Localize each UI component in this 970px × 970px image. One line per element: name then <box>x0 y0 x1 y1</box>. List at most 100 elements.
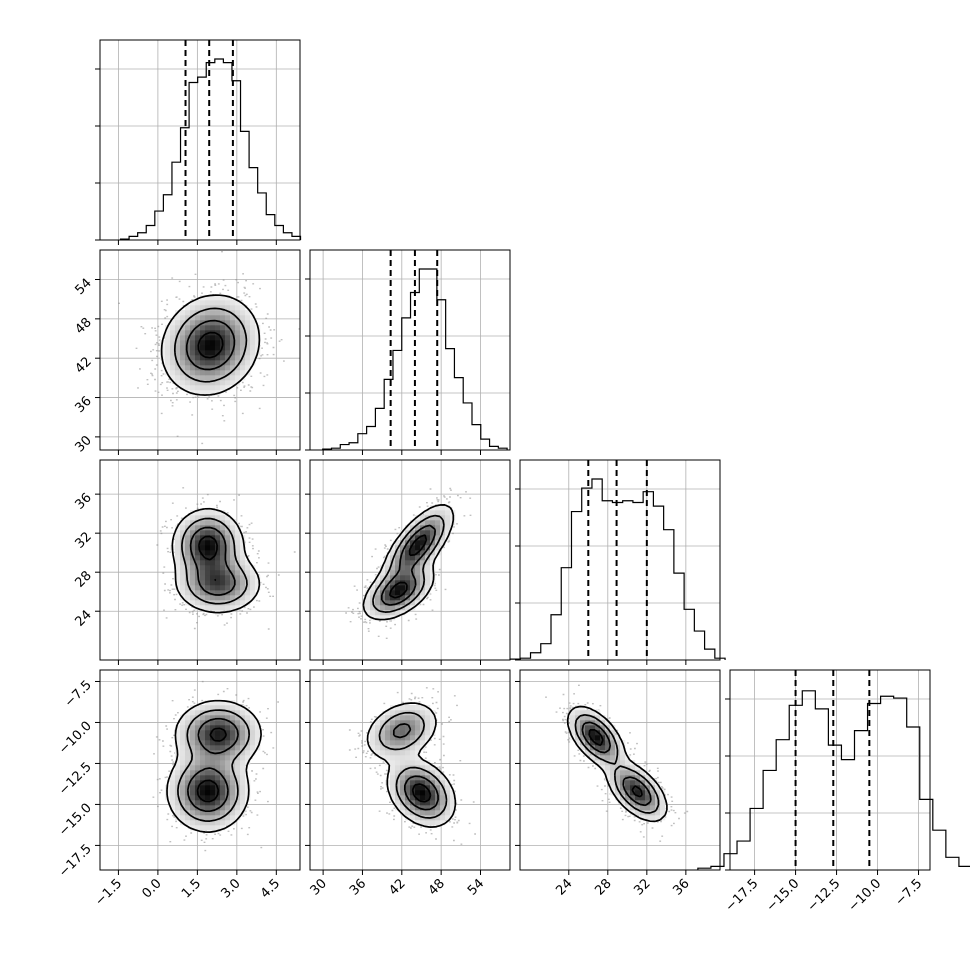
density-cell <box>430 515 436 521</box>
density-cell <box>215 590 221 596</box>
density-cell <box>230 800 236 806</box>
density-cell <box>200 790 206 796</box>
density-cell <box>395 590 401 596</box>
density-cell <box>435 780 441 786</box>
density-cell <box>430 810 436 816</box>
density-cell <box>400 545 406 551</box>
density-cell <box>200 315 206 321</box>
density-cell <box>605 730 611 736</box>
density-cell <box>225 325 231 331</box>
density-cell <box>205 335 211 341</box>
density-cell <box>170 795 176 801</box>
density-cell <box>190 570 196 576</box>
density-cell <box>395 585 401 591</box>
density-cell <box>220 585 226 591</box>
density-cell <box>420 725 426 731</box>
density-cell <box>200 740 206 746</box>
density-cell <box>165 360 171 366</box>
density-cell <box>180 310 186 316</box>
density-cell <box>430 520 436 526</box>
density-cell <box>180 715 186 721</box>
density-cell <box>425 535 431 541</box>
density-cell <box>200 810 206 816</box>
density-cell <box>195 730 201 736</box>
density-cell <box>205 760 211 766</box>
density-cell <box>430 575 436 581</box>
density-cell <box>385 585 391 591</box>
density-cell <box>250 345 256 351</box>
density-cell <box>200 600 206 606</box>
density-cell <box>440 805 446 811</box>
density-cell <box>640 785 646 791</box>
density-cell <box>235 805 241 811</box>
density-cell <box>190 560 196 566</box>
x-tick-label: 48 <box>426 876 448 898</box>
density-cell <box>395 785 401 791</box>
density-cell <box>180 795 186 801</box>
density-cell <box>420 705 426 711</box>
density-cell <box>175 550 181 556</box>
density-cell <box>215 720 221 726</box>
density-cell <box>390 570 396 576</box>
contour-line <box>566 705 668 823</box>
density-cell <box>380 605 386 611</box>
density-cell <box>240 600 246 606</box>
density-cell <box>240 310 246 316</box>
density-cell <box>250 585 256 591</box>
density-cell <box>235 550 241 556</box>
density-cell <box>410 755 416 761</box>
density-cell <box>405 720 411 726</box>
density-cell <box>220 570 226 576</box>
density-cell <box>185 545 191 551</box>
panel-3-3: −17.5 −15.0 −12.5 −10.0 −7.5 <box>697 669 970 915</box>
density-cell <box>210 705 216 711</box>
density-cell <box>205 705 211 711</box>
density-cell <box>385 555 391 561</box>
density-cell <box>395 770 401 776</box>
density-cell <box>420 520 426 526</box>
density-cell <box>175 530 181 536</box>
density-cell <box>630 790 636 796</box>
density-cell <box>425 715 431 721</box>
density-cell <box>405 535 411 541</box>
density-cell <box>240 775 246 781</box>
density-cell <box>190 825 196 831</box>
density-cell <box>170 775 176 781</box>
density-cell <box>180 520 186 526</box>
density-cell <box>395 550 401 556</box>
density-cell <box>190 730 196 736</box>
density-cell <box>230 570 236 576</box>
density-cell <box>580 735 586 741</box>
density-cell <box>205 800 211 806</box>
density-cell <box>385 740 391 746</box>
density-cell <box>230 380 236 386</box>
density-cell <box>220 385 226 391</box>
density-cell <box>205 560 211 566</box>
density-cell <box>635 780 641 786</box>
density-cell <box>220 745 226 751</box>
density-cell <box>390 745 396 751</box>
density-cell <box>235 300 241 306</box>
density-cell <box>215 355 221 361</box>
density-cell <box>240 580 246 586</box>
density-cell <box>615 790 621 796</box>
density-cell <box>195 550 201 556</box>
density-cell <box>200 800 206 806</box>
density-cell <box>180 340 186 346</box>
density-cell <box>220 580 226 586</box>
density-cell <box>230 560 236 566</box>
density-cell <box>190 325 196 331</box>
density-cell <box>185 780 191 786</box>
density-cell <box>610 755 616 761</box>
density-cell <box>245 575 251 581</box>
density-cell <box>410 735 416 741</box>
density-cell <box>200 310 206 316</box>
density-cell <box>410 550 416 556</box>
density-cell <box>620 755 626 761</box>
contour-line <box>588 728 643 798</box>
density-cell <box>240 575 246 581</box>
density-cell <box>215 765 221 771</box>
density-cell <box>450 800 456 806</box>
density-cell <box>215 740 221 746</box>
density-cell <box>640 780 646 786</box>
